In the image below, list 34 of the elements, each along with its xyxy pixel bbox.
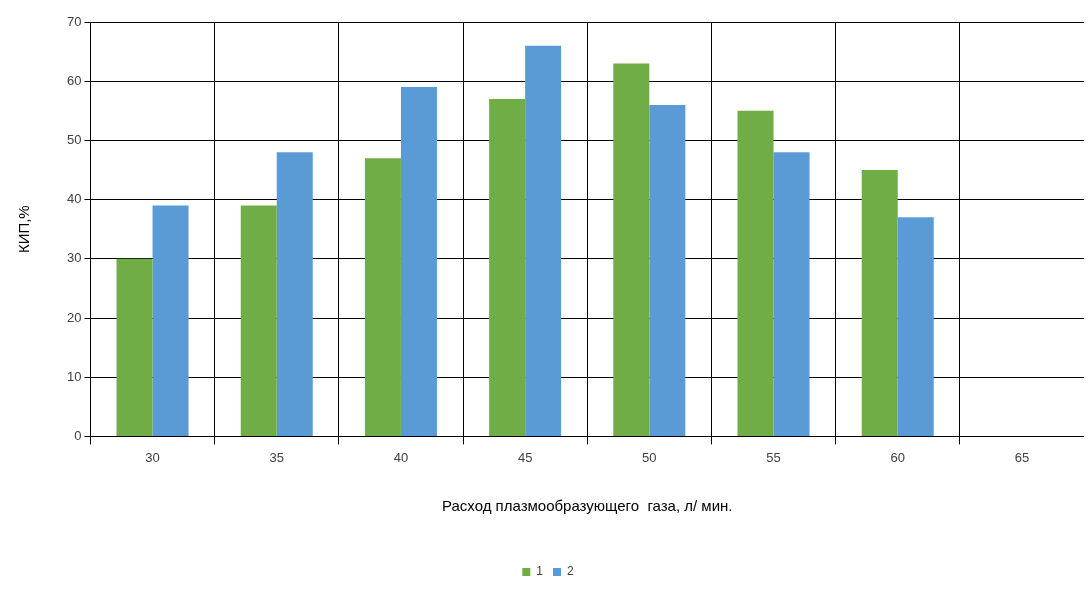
y-tick-label: 40 (66, 191, 82, 207)
y-tick-label: 0 (74, 427, 82, 443)
bar (240, 205, 277, 436)
bar (525, 45, 562, 436)
x-tick-label: 30 (145, 449, 160, 465)
y-tick-label: 20 (66, 309, 82, 325)
x-tick-label: 50 (642, 449, 657, 465)
bar (649, 104, 686, 436)
x-tick-label: 55 (766, 449, 781, 465)
x-tick-label: 40 (393, 449, 409, 465)
bar (897, 217, 934, 436)
bar (489, 98, 526, 436)
y-axis-title: КИП,% (15, 205, 33, 254)
x-axis-title: Расход плазмообразующего газа, л/ мин. (441, 497, 733, 515)
x-tick-label: 65 (1014, 449, 1030, 465)
bar (116, 258, 153, 436)
bar (861, 170, 898, 436)
legend-label: 2 (567, 564, 574, 579)
y-tick-label: 10 (66, 368, 82, 384)
bar (364, 158, 401, 436)
x-tick-label: 45 (517, 449, 533, 465)
x-tick-label: 60 (890, 449, 905, 465)
y-tick-label: 60 (66, 72, 82, 88)
y-tick-label: 50 (66, 131, 82, 147)
y-tick-label: 70 (66, 13, 82, 29)
bar (737, 110, 774, 436)
bar (613, 63, 650, 436)
bar (276, 152, 313, 436)
bar (400, 87, 437, 436)
bar (773, 152, 810, 436)
x-tick-label: 35 (269, 449, 284, 465)
bar (152, 205, 189, 436)
legend-label: 1 (536, 564, 544, 579)
y-tick-label: 30 (66, 250, 82, 266)
